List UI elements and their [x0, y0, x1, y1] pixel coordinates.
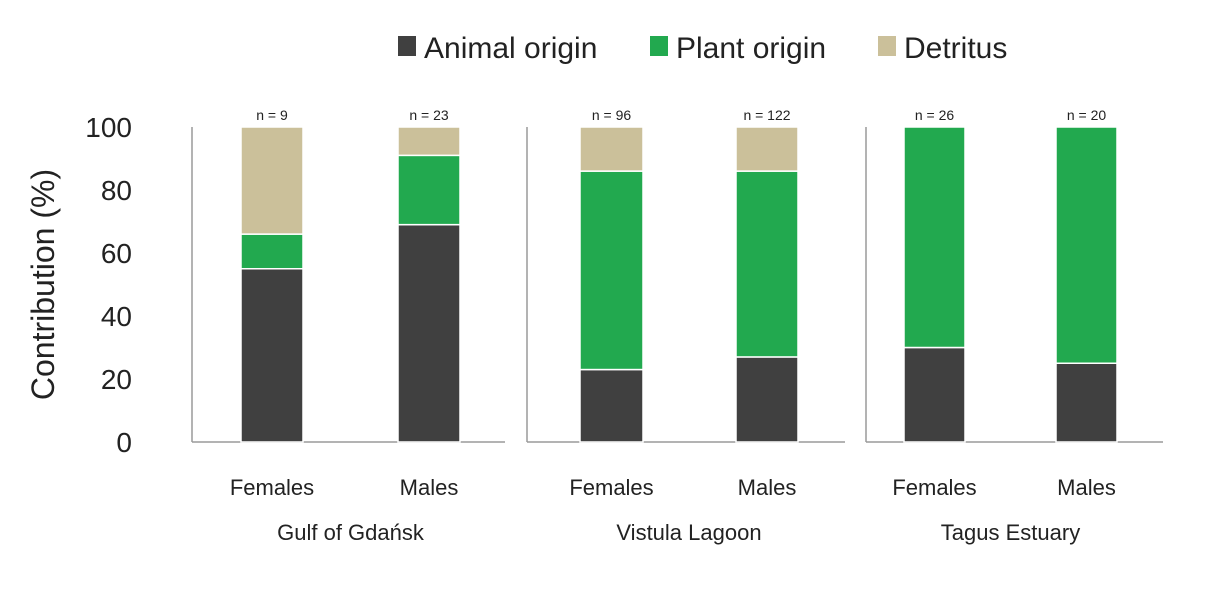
bar-segment-detritus	[579, 126, 644, 172]
bar-segment-detritus	[240, 126, 304, 235]
legend-item-plant-origin: Plant origin	[650, 32, 826, 65]
y-tick-label: 60	[101, 238, 132, 269]
y-axis: 0 20 40 60 80 100 Contribution (%)	[25, 112, 132, 458]
bar-females: n = 26 Females	[892, 107, 976, 500]
bar-males: n = 23 Males	[397, 107, 461, 500]
y-tick-label: 20	[101, 364, 132, 395]
y-tick-label: 100	[85, 112, 132, 143]
bar-males: n = 20 Males	[1055, 107, 1118, 500]
group-label: Tagus Estuary	[941, 520, 1080, 545]
bar-segment-plant-origin	[397, 154, 461, 226]
n-label: n = 20	[1067, 107, 1107, 123]
category-label: Males	[738, 475, 797, 500]
category-label: Males	[400, 475, 459, 500]
category-label: Females	[569, 475, 653, 500]
n-label: n = 23	[409, 107, 449, 123]
bar-segment-animal-origin	[579, 368, 644, 443]
bar-segment-animal-origin	[397, 223, 461, 443]
bar-segment-animal-origin	[240, 268, 304, 443]
bar-segment-plant-origin	[579, 170, 644, 371]
legend-label-animal-origin: Animal origin	[424, 32, 597, 65]
n-label: n = 26	[915, 107, 955, 123]
panel-2: n = 96 Females n = 122 Males Vistula Lagoon	[526, 107, 845, 545]
n-label: n = 9	[256, 107, 288, 123]
bar-segment-plant-origin	[240, 233, 304, 270]
bar-segment-animal-origin	[903, 346, 966, 443]
bar-males: n = 122 Males	[735, 107, 799, 500]
y-tick-label: 80	[101, 175, 132, 206]
legend-item-detritus: Detritus	[878, 32, 1007, 65]
group-label: Gulf of Gdańsk	[277, 520, 425, 545]
bar-segment-plant-origin	[735, 170, 799, 358]
y-tick-label: 40	[101, 301, 132, 332]
panel-1: n = 9 Females n = 23 Males Gulf of Gdańsk	[191, 107, 505, 545]
bar-segment-plant-origin	[1055, 126, 1118, 364]
y-axis-label: Contribution (%)	[25, 169, 61, 400]
group-label: Vistula Lagoon	[616, 520, 761, 545]
panel-3: n = 26 Females n = 20 Males Tagus Estuary	[865, 107, 1163, 545]
legend: Animal origin Plant origin Detritus	[398, 32, 1007, 65]
n-label: n = 122	[743, 107, 790, 123]
bar-segment-animal-origin	[1055, 362, 1118, 443]
legend-swatch-animal-origin	[398, 36, 416, 56]
y-tick-label: 0	[116, 427, 132, 458]
bar-segment-plant-origin	[903, 126, 966, 349]
category-label: Females	[892, 475, 976, 500]
legend-item-animal-origin: Animal origin	[398, 32, 597, 65]
legend-swatch-plant-origin	[650, 36, 668, 56]
bar-segment-detritus	[735, 126, 799, 172]
n-label: n = 96	[592, 107, 632, 123]
bar-segment-animal-origin	[735, 356, 799, 443]
legend-label-detritus: Detritus	[904, 32, 1007, 65]
legend-label-plant-origin: Plant origin	[676, 32, 826, 65]
category-label: Males	[1057, 475, 1116, 500]
bar-females: n = 9 Females	[230, 107, 314, 500]
legend-swatch-detritus	[878, 36, 896, 56]
bar-females: n = 96 Females	[569, 107, 653, 500]
category-label: Females	[230, 475, 314, 500]
bar-segment-detritus	[397, 126, 461, 157]
